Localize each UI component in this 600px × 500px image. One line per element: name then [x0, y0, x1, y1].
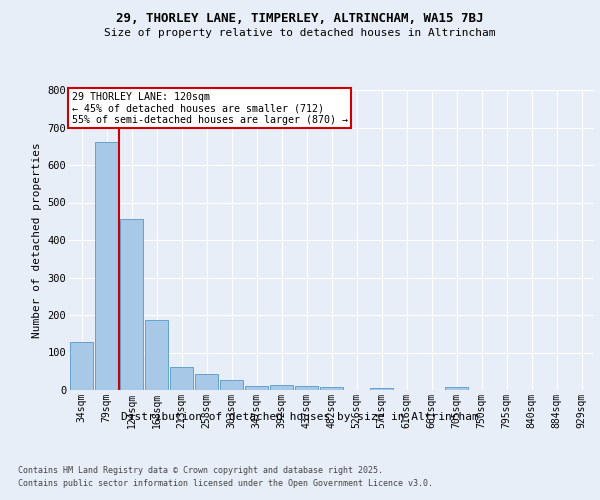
Text: Size of property relative to detached houses in Altrincham: Size of property relative to detached ho… [104, 28, 496, 38]
Bar [195, 374, 218, 390]
Text: Contains public sector information licensed under the Open Government Licence v3: Contains public sector information licen… [18, 479, 433, 488]
Bar [145, 320, 168, 390]
Text: 29 THORLEY LANE: 120sqm
← 45% of detached houses are smaller (712)
55% of semi-d: 29 THORLEY LANE: 120sqm ← 45% of detache… [71, 92, 347, 124]
Text: 29, THORLEY LANE, TIMPERLEY, ALTRINCHAM, WA15 7BJ: 29, THORLEY LANE, TIMPERLEY, ALTRINCHAM,… [116, 12, 484, 26]
Bar [445, 388, 468, 390]
Y-axis label: Number of detached properties: Number of detached properties [32, 142, 42, 338]
Bar [295, 386, 318, 390]
Bar [245, 386, 268, 390]
Bar [270, 385, 293, 390]
Bar [370, 388, 393, 390]
Bar [320, 387, 343, 390]
Text: Contains HM Land Registry data © Crown copyright and database right 2025.: Contains HM Land Registry data © Crown c… [18, 466, 383, 475]
Bar [120, 220, 143, 390]
Bar [220, 380, 243, 390]
Bar [70, 342, 93, 390]
Bar [95, 142, 118, 390]
Bar [170, 367, 193, 390]
Text: Distribution of detached houses by size in Altrincham: Distribution of detached houses by size … [121, 412, 479, 422]
